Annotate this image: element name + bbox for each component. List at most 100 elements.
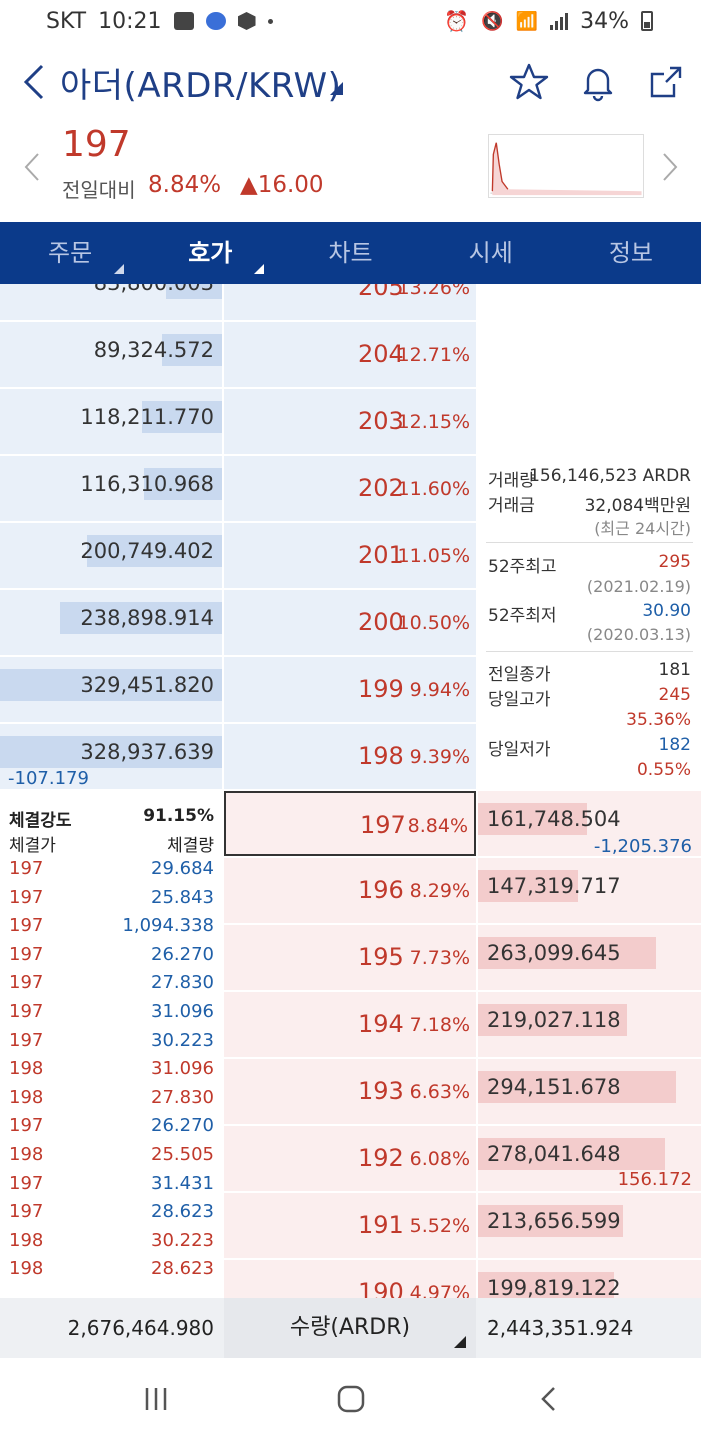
ask-price-cell[interactable]: 204 12.71% [224,322,476,387]
tab-chart[interactable]: 차트 [280,222,420,284]
totals-bar: 2,676,464.980 수량(ARDR) 2,443,351.924 [0,1298,701,1358]
trade-qty: 25.505 [151,1144,214,1165]
bid-change-top: -1,205.376 [593,836,692,857]
bid-qty-cell[interactable]: 213,656.599 [478,1193,701,1258]
bid-row[interactable]: 190 4.97% 199,819.122 [0,1259,701,1298]
bid-qty-bar [478,1004,627,1036]
trade-qty: 1,094.338 [122,915,214,937]
bid-price-cell[interactable]: 195 7.73% [224,925,476,990]
ask-qty-cell[interactable]: 116,310.968 [0,456,222,521]
ask-qty-bar [142,401,222,433]
bid-change-2: 156.172 [617,1169,692,1190]
trade-row: 198 27.830 [0,1087,222,1115]
ask-row[interactable]: 329,451.820 199 9.94% [0,656,701,723]
volume-label: 거래량 [488,471,535,491]
back-arrow-icon[interactable] [20,62,50,102]
tab-market[interactable]: 시세 [421,222,561,284]
next-coin-arrow-icon[interactable] [662,152,678,182]
ask-row[interactable]: 118,211.770 203 12.15% [0,388,701,455]
bid-price-cell[interactable]: 192 6.08% [224,1126,476,1191]
recent-apps-icon[interactable] [141,1384,171,1414]
bid-price-cell[interactable]: 197 8.84% [224,791,476,856]
ask-qty-cell[interactable]: 328,937.639 [0,724,222,789]
ask-price-cell[interactable]: 202 11.60% [224,456,476,521]
bid-row[interactable]: 191 5.52% 213,656.599 [0,1192,701,1259]
bid-row[interactable]: 192 6.08% 278,041.648 [0,1125,701,1192]
trade-price: 198 [9,1086,44,1108]
ask-qty-cell[interactable]: 200,749.402 [0,523,222,588]
bid-qty-cell[interactable]: 294,151.678 [478,1059,701,1124]
bid-percent: 8.29% [409,880,470,902]
bid-percent: 7.18% [409,1014,470,1036]
trade-qty: 27.830 [151,1086,214,1108]
tab-bar: 주문 호가 차트 시세 정보 [0,222,701,284]
trade-price: 197 [9,1001,44,1022]
ask-qty-cell[interactable]: 118,211.770 [0,389,222,454]
ask-price-cell[interactable]: 198 9.39% [224,724,476,789]
share-icon[interactable] [646,62,686,102]
trade-price: 197 [9,915,44,937]
ask-price: 201 [358,541,404,569]
ask-qty-cell[interactable]: 83,800.003 [0,284,222,320]
bid-qty-cell[interactable]: 219,027.118 [478,992,701,1057]
bid-qty-cell[interactable]: 161,748.504 [478,791,701,856]
ask-price-cell[interactable]: 200 10.50% [224,590,476,655]
ask-row[interactable]: 200,749.402 201 11.05% [0,522,701,589]
home-icon[interactable] [336,1384,366,1414]
trade-row: 197 31.096 [0,1001,222,1029]
ask-price-cell[interactable]: 203 12.15% [224,389,476,454]
ask-qty-cell[interactable]: 329,451.820 [0,657,222,722]
bid-price-cell[interactable]: 196 8.29% [224,858,476,923]
prev-coin-arrow-icon[interactable] [24,152,40,182]
bid-row[interactable]: 195 7.73% 263,099.645 [0,924,701,991]
bid-price-cell[interactable]: 191 5.52% [224,1193,476,1258]
bid-price-cell[interactable]: 194 7.18% [224,992,476,1057]
alert-bell-icon[interactable] [578,62,618,102]
ask-qty: 83,800.003 [94,284,214,295]
favorite-star-icon[interactable] [509,62,549,102]
coin-select-triangle-icon[interactable] [330,82,343,95]
bid-row[interactable]: 194 7.18% 219,027.118 [0,991,701,1058]
bid-qty-cell[interactable]: 263,099.645 [478,925,701,990]
bid-row[interactable]: 196 8.29% 147,319.717 [0,857,701,924]
bid-qty-bar [478,1205,623,1237]
tab-orderbook[interactable]: 호가 [140,222,280,284]
ask-price-cell[interactable]: 199 9.94% [224,657,476,722]
bid-price: 193 [358,1077,404,1105]
ask-row[interactable]: 328,937.639 198 9.39% [0,723,701,790]
unit-selector[interactable]: 수량(ARDR) [224,1298,476,1358]
ask-qty-cell[interactable]: 89,324.572 [0,322,222,387]
ask-row[interactable]: 116,310.968 202 11.60% [0,455,701,522]
bid-qty-cell[interactable]: 147,319.717 [478,858,701,923]
ask-row[interactable]: 238,898.914 200 10.50% [0,589,701,656]
bid-qty-bar [478,1272,614,1298]
tab-info[interactable]: 정보 [561,222,701,284]
mini-price-chart[interactable] [488,134,644,198]
trade-qty: 30.223 [151,1029,214,1051]
bid-row[interactable]: 193 6.63% 294,151.678 [0,1058,701,1125]
ask-price-cell[interactable]: 205 13.26% [224,284,476,320]
trade-row: 197 1,094.338 [0,915,222,943]
ask-price-cell[interactable]: 201 11.05% [224,523,476,588]
tab-order[interactable]: 주문 [0,222,140,284]
bid-price-cell[interactable]: 190 4.97% [224,1260,476,1298]
system-nav-bar [0,1358,701,1440]
change-label: 전일대비 [62,178,136,202]
strength-label: 체결강도 [9,811,72,831]
bid-price-cell[interactable]: 193 6.63% [224,1059,476,1124]
prev-close-value: 181 [658,660,691,680]
bid-qty-cell[interactable]: 199,819.122 [478,1260,701,1298]
bid-qty-cell[interactable]: 278,041.648 [478,1126,701,1191]
ask-row[interactable]: 89,324.572 204 12.71% [0,321,701,388]
order-book[interactable]: 190 4.97% 199,819.122 191 5.52% 213,656.599 19… [0,284,701,1298]
coin-title[interactable]: 아더(ARDR/KRW) [60,66,342,106]
tab-label: 정보 [608,239,653,267]
alarm-icon: ⏰ [444,9,470,33]
battery-percent: 34% [580,8,629,34]
back-icon[interactable] [534,1384,564,1414]
ask-qty-cell[interactable]: 238,898.914 [0,590,222,655]
current-price-row[interactable]: 197 8.84% 161,748.504 [0,790,701,857]
day-high-percent: 35.36% [626,710,691,730]
trade-price: 197 [9,1172,44,1194]
